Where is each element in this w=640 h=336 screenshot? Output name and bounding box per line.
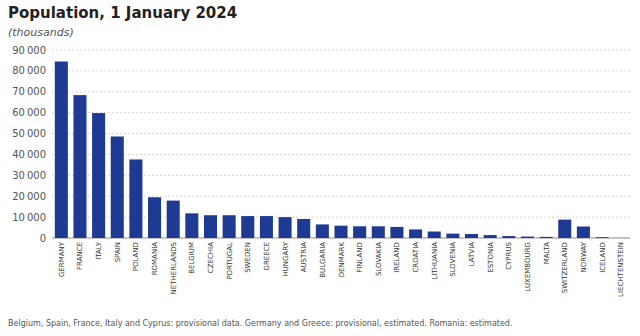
x-tick-label: FINLAND — [356, 242, 364, 273]
y-tick-label: 0 — [40, 233, 46, 244]
x-tick-label: CZECHIA — [207, 242, 215, 273]
x-tick-label: ICELAND — [599, 242, 607, 273]
x-tick-label: NETHERLANDS — [170, 241, 178, 294]
bar — [502, 236, 515, 238]
bar — [446, 234, 459, 238]
y-tick-label: 70 000 — [12, 86, 46, 97]
y-tick-label: 10 000 — [12, 212, 46, 223]
x-tick-label: BELGIUM — [188, 242, 196, 274]
bar — [297, 219, 310, 238]
subtitle: (thousands) — [8, 26, 74, 39]
y-tick-label: 80 000 — [12, 65, 46, 76]
bar — [148, 197, 161, 238]
x-tick-label: SLOVAKIA — [375, 242, 383, 276]
x-tick-label: ESTONIA — [487, 242, 495, 273]
title: Population, 1 January 2024 — [8, 4, 237, 22]
x-tick-label: LITHUANIA — [431, 242, 439, 280]
x-tick-label: SWITZERLAND — [561, 242, 569, 293]
footnote: Belgium, Spain, France, Italy and Cyprus… — [8, 319, 512, 328]
bars — [55, 61, 627, 238]
x-tick-label: ROMANIA — [151, 242, 159, 276]
bar — [223, 215, 236, 238]
x-tick-label: HUNGARY — [282, 241, 290, 276]
bar — [428, 232, 441, 238]
x-tick-label: POLAND — [132, 242, 140, 271]
x-tick-label: SLOVENIA — [449, 242, 457, 277]
x-tick-label: DENMARK — [338, 242, 346, 278]
x-tick-label: GREECE — [263, 242, 271, 270]
bar — [614, 237, 627, 238]
y-tick-label: 20 000 — [12, 191, 46, 202]
bar — [465, 234, 478, 238]
x-tick-label: SPAIN — [114, 242, 122, 262]
bar — [167, 201, 180, 238]
bar — [353, 226, 366, 238]
x-tick-label: SWEDEN — [244, 242, 252, 273]
y-tick-label: 40 000 — [12, 149, 46, 160]
x-axis: GERMANY FRANCE ITALY SPAIN POLAND ROMANIA NETH… — [58, 241, 625, 297]
bar — [129, 159, 142, 238]
bar — [92, 113, 105, 238]
bar — [260, 216, 273, 238]
grid-line — [52, 91, 630, 92]
y-axis: 0 10 000 20 000 30 000 40 000 50 000 60 000 70 … — [12, 45, 630, 244]
grid-line — [52, 50, 630, 51]
x-tick-label: LUXEMBOURG — [524, 242, 532, 292]
x-tick-label: CROATIA — [412, 242, 420, 273]
y-tick-label: 50 000 — [12, 128, 46, 139]
bar — [55, 61, 68, 238]
bar — [521, 237, 534, 238]
bar — [111, 136, 124, 238]
bar — [73, 95, 86, 238]
x-tick-label: ITALY — [95, 241, 103, 260]
x-tick-label: BULGARIA — [319, 242, 327, 278]
y-tick-label: 30 000 — [12, 170, 46, 181]
bar — [540, 237, 553, 238]
bar — [204, 215, 217, 238]
x-tick-label: FRANCE — [76, 242, 84, 270]
bar — [185, 213, 198, 238]
bar — [334, 226, 347, 238]
x-tick-label: MALTA — [543, 242, 551, 264]
grid-line — [52, 112, 630, 113]
bar — [279, 217, 292, 238]
grid-line — [52, 133, 630, 134]
bar — [596, 237, 609, 238]
x-tick-label: IRELAND — [393, 242, 401, 273]
x-tick-label: PORTUGAL — [226, 242, 234, 280]
y-tick-label: 60 000 — [12, 107, 46, 118]
y-tick-label: 90 000 — [12, 45, 46, 56]
grid-line — [52, 70, 630, 71]
x-tick-label: AUSTRIA — [300, 242, 308, 273]
bar — [577, 227, 590, 238]
bar — [558, 220, 571, 238]
bar — [484, 235, 497, 238]
x-tick-label: GERMANY — [58, 241, 66, 277]
grid-line — [52, 154, 630, 155]
bar — [372, 226, 385, 238]
x-tick-label: LATVIA — [468, 242, 476, 266]
bar — [390, 227, 403, 238]
x-tick-label: CYPRUS — [505, 241, 513, 269]
bar — [241, 216, 254, 238]
bar — [409, 229, 422, 238]
x-tick-label: LIECHTENSTEIN — [617, 242, 625, 297]
x-tick-label: NORWAY — [580, 241, 588, 272]
bar — [316, 224, 329, 238]
chart: Population, 1 January 2024 (thousands) 0 10… — [0, 0, 640, 336]
